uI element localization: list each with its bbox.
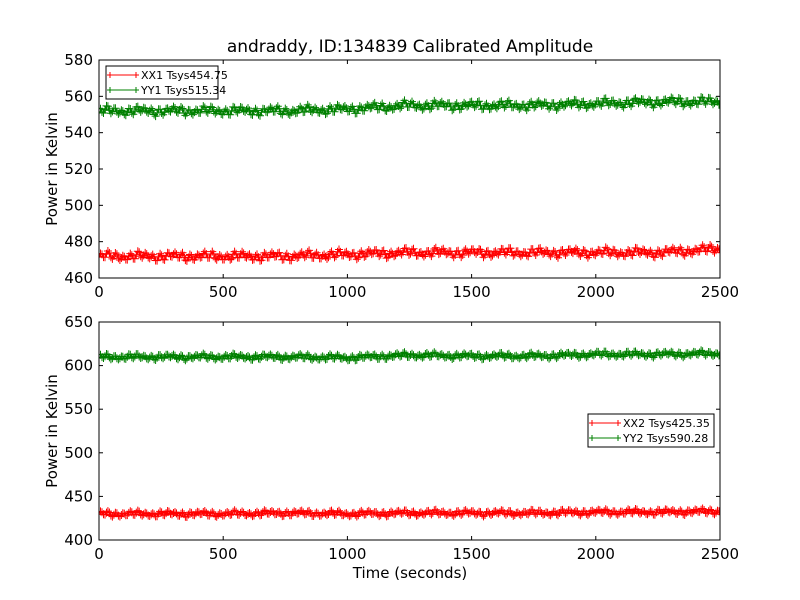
legend-label: XX1 Tsys454.75 [141,69,228,82]
x-tick-label: 2500 [701,545,739,563]
series-line [99,346,720,365]
series-line [99,93,720,121]
x-tick-label: 0 [94,283,104,301]
series-2 [99,346,720,365]
x-tick-label: 2000 [577,545,615,563]
legend-marker [107,87,139,93]
legend-marker [107,72,139,78]
x-axis-label: Time (seconds) [352,564,468,582]
plot-frame [98,321,721,541]
series-line [99,241,720,265]
y-tick-label: 520 [64,160,93,178]
x-tick-label: 0 [94,545,104,563]
y-tick-label: 600 [64,357,93,375]
top-plot: 0 500 1000 1500 2000 2500 460 480 500 520 540 560 58… [43,51,739,301]
y-tick-label: 650 [64,313,93,331]
x-tick-label: 500 [209,283,238,301]
y-axis-label: Power in Kelvin [43,112,61,226]
legend-label: XX2 Tsys425.35 [623,417,710,430]
x-tick-label: 1000 [328,545,366,563]
legend: XX1 Tsys454.75 YY1 Tsys515.34 [105,65,228,100]
y-tick-label: 400 [64,531,93,549]
legend-label: YY2 Tsys590.28 [622,432,708,445]
y-tick-label: 500 [64,196,93,214]
series-1 [99,241,720,265]
x-tick-label: 2000 [577,283,615,301]
x-tick-label: 2500 [701,283,739,301]
legend-marker [589,435,621,441]
y-tick-label: 450 [64,487,93,505]
y-tick-label: 560 [64,87,93,105]
x-tick-label: 1500 [453,283,491,301]
x-tick-label: 1500 [453,545,491,563]
series-2 [99,93,720,121]
y-tick-label: 580 [64,51,93,69]
y-axis-label: Power in Kelvin [43,374,61,488]
legend-marker [589,420,621,426]
x-tick-label: 1000 [328,283,366,301]
chart-title: andraddy, ID:134839 Calibrated Amplitude [227,37,593,57]
series-1 [99,504,720,521]
series-line [99,504,720,521]
y-tick-label: 460 [64,269,93,287]
bottom-plot: 0 500 1000 1500 2000 2500 400 450 500 550 600 650 Po… [43,313,739,563]
y-tick-label: 550 [64,400,93,418]
legend-box [587,413,715,448]
x-tick-label: 500 [209,545,238,563]
legend-label: YY1 Tsys515.34 [140,84,226,97]
legend: XX2 Tsys425.35 YY2 Tsys590.28 [587,413,715,448]
legend-box [105,65,219,100]
y-tick-label: 500 [64,444,93,462]
y-tick-label: 540 [64,124,93,142]
y-tick-label: 480 [64,233,93,251]
